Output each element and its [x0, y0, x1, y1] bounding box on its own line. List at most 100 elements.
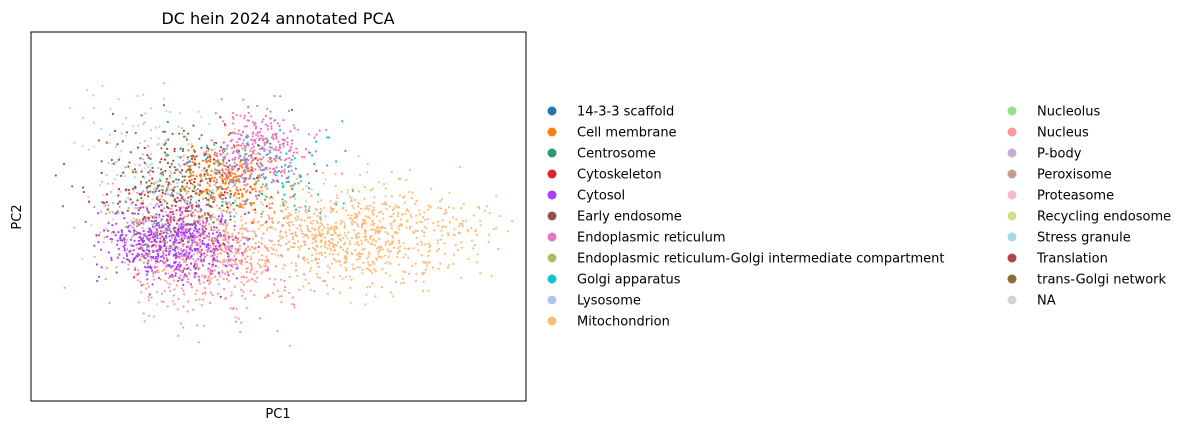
scatter-point — [97, 139, 100, 142]
scatter-point — [253, 294, 256, 297]
scatter-point — [140, 197, 143, 200]
scatter-point — [241, 205, 244, 208]
scatter-point — [223, 236, 226, 239]
scatter-point — [211, 215, 214, 218]
scatter-point — [229, 132, 232, 135]
scatter-point — [152, 244, 155, 247]
scatter-point — [357, 155, 360, 158]
scatter-point — [152, 170, 155, 173]
scatter-point — [182, 283, 185, 286]
scatter-point — [151, 177, 154, 180]
scatter-point — [233, 161, 236, 164]
scatter-point — [417, 249, 420, 252]
scatter-point — [241, 147, 244, 150]
scatter-point — [223, 250, 226, 253]
scatter-point — [130, 238, 133, 241]
scatter-point — [342, 248, 345, 251]
scatter-point — [334, 221, 337, 224]
scatter-point — [197, 280, 201, 283]
scatter-point — [293, 306, 296, 309]
scatter-point — [381, 268, 384, 271]
scatter-point — [134, 203, 137, 207]
scatter-point — [392, 220, 395, 223]
scatter-point — [147, 217, 150, 220]
scatter-point — [142, 250, 145, 253]
scatter-point — [324, 251, 327, 254]
scatter-point — [383, 226, 387, 230]
scatter-point — [384, 200, 387, 204]
scatter-point — [485, 205, 489, 208]
scatter-point — [112, 218, 115, 221]
scatter-point — [154, 257, 157, 260]
scatter-point — [208, 279, 211, 282]
legend-marker — [547, 106, 557, 116]
scatter-point — [487, 240, 490, 244]
scatter-point — [278, 234, 281, 237]
scatter-point — [170, 266, 173, 269]
scatter-point — [197, 199, 201, 202]
scatter-point — [326, 227, 329, 230]
scatter-point — [358, 211, 361, 214]
scatter-point — [460, 276, 463, 279]
scatter-point — [256, 162, 259, 165]
scatter-point — [268, 167, 271, 170]
scatter-point — [132, 257, 135, 260]
scatter-point — [266, 229, 269, 232]
scatter-point — [228, 201, 231, 204]
scatter-point — [184, 260, 187, 263]
scatter-point — [187, 244, 190, 247]
scatter-point — [259, 130, 262, 133]
scatter-point — [193, 222, 196, 225]
scatter-point — [363, 219, 366, 222]
scatter-point — [461, 220, 464, 223]
scatter-point — [136, 279, 139, 282]
scatter-point — [100, 127, 103, 130]
scatter-point — [158, 213, 161, 216]
scatter-point — [235, 241, 238, 244]
scatter-point — [177, 163, 181, 166]
scatter-point — [282, 138, 285, 141]
scatter-point — [123, 243, 127, 247]
scatter-point — [145, 186, 149, 189]
scatter-point — [86, 88, 89, 92]
scatter-point — [290, 221, 294, 224]
scatter-point — [275, 146, 278, 149]
scatter-point — [259, 317, 262, 320]
scatter-points — [54, 82, 514, 347]
scatter-point — [136, 146, 140, 149]
scatter-point — [253, 272, 256, 276]
scatter-point — [227, 263, 230, 266]
scatter-point — [201, 225, 204, 228]
scatter-point — [54, 174, 57, 177]
scatter-point — [314, 249, 317, 252]
scatter-point — [222, 161, 225, 164]
scatter-point — [100, 248, 103, 251]
scatter-point — [199, 240, 202, 244]
scatter-point — [288, 212, 291, 215]
scatter-point — [93, 205, 96, 209]
scatter-point — [510, 219, 514, 223]
scatter-point — [71, 185, 74, 188]
scatter-point — [156, 252, 159, 255]
scatter-point — [162, 261, 165, 264]
scatter-point — [229, 269, 232, 272]
scatter-point — [335, 194, 338, 197]
scatter-point — [475, 233, 479, 236]
scatter-point — [437, 220, 440, 223]
scatter-point — [357, 255, 360, 258]
scatter-point — [303, 273, 306, 276]
scatter-point — [384, 195, 387, 198]
scatter-point — [110, 158, 113, 162]
scatter-point — [127, 196, 130, 200]
scatter-point — [159, 278, 162, 281]
scatter-point — [105, 174, 108, 177]
scatter-point — [478, 207, 481, 210]
scatter-point — [236, 175, 239, 178]
scatter-point — [373, 262, 376, 265]
scatter-point — [155, 240, 158, 244]
scatter-point — [201, 274, 204, 277]
scatter-point — [250, 257, 253, 261]
scatter-point — [370, 223, 373, 226]
scatter-point — [250, 178, 253, 181]
scatter-point — [193, 188, 196, 192]
